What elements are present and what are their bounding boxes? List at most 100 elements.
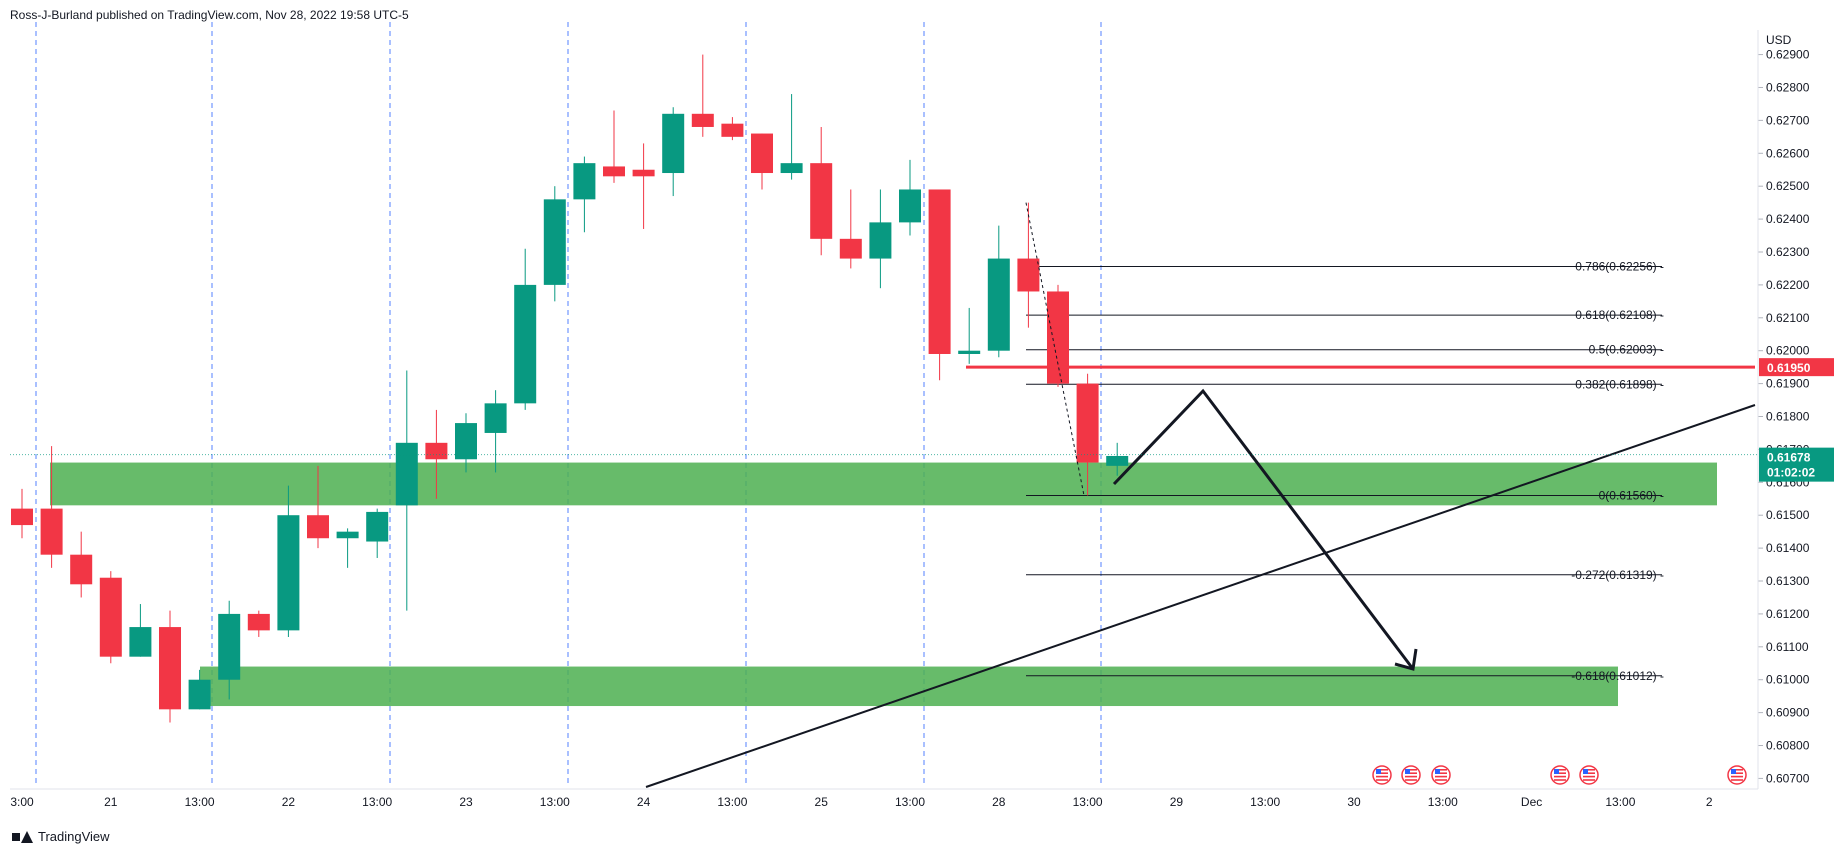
x-tick-label: 2 xyxy=(1706,795,1713,809)
y-tick-label: 0.60700 xyxy=(1766,771,1810,785)
projection-path xyxy=(1112,388,1415,670)
candle-body xyxy=(899,189,921,223)
y-tick-label: 0.61400 xyxy=(1766,541,1810,555)
us-flag-event-icon[interactable] xyxy=(1372,765,1392,785)
us-flag-event-icon[interactable] xyxy=(1579,765,1599,785)
y-tick-label: 0.60900 xyxy=(1766,706,1810,720)
support-zones xyxy=(50,462,1717,707)
fibonacci-levels: 0.786(0.62256) - 0.618(0.62108) - 0.5(0.62… xyxy=(1026,259,1664,683)
us-flag-event-icon[interactable] xyxy=(1727,765,1747,785)
fib-level-label: -0.618(0.61012) - xyxy=(1571,669,1664,683)
x-tick-label: 28 xyxy=(992,795,1006,809)
candle-body xyxy=(307,515,329,539)
y-tick-label: 0.62400 xyxy=(1766,212,1810,226)
level-price-label: 0.61950 xyxy=(1767,361,1811,375)
y-tick-label: 0.62500 xyxy=(1766,179,1810,193)
x-tick-label: 13:00 xyxy=(540,795,570,809)
y-tick-label: 0.61000 xyxy=(1766,673,1810,687)
y-tick-label: 0.61300 xyxy=(1766,574,1810,588)
candle-body xyxy=(958,350,981,354)
candle-body xyxy=(1076,383,1099,463)
candle-body xyxy=(810,163,833,239)
session-separators xyxy=(35,22,1102,785)
support-zone xyxy=(50,462,1717,506)
candle-body xyxy=(721,123,744,137)
x-tick-label: 13:00 xyxy=(1605,795,1635,809)
fib-level-label: 0.382(0.61898) - xyxy=(1575,377,1664,391)
x-tick-label: 13:00 xyxy=(1073,795,1103,809)
x-tick-label: 13:00 xyxy=(717,795,747,809)
candle-body xyxy=(455,423,477,460)
candle-body xyxy=(277,515,300,631)
x-tick-label: 13:00 xyxy=(362,795,392,809)
x-tick-label: 13:00 xyxy=(185,795,215,809)
footer: TradingView xyxy=(12,829,110,844)
candle-body xyxy=(218,613,241,680)
x-tick-label: 13:00 xyxy=(1250,795,1280,809)
projection-arrowhead xyxy=(1394,648,1418,671)
level-price-marker xyxy=(1759,358,1834,377)
y-tick-label: 0.61100 xyxy=(1766,640,1809,654)
tradingview-logo-icon xyxy=(12,830,33,843)
candle-body xyxy=(928,189,951,354)
candle-body xyxy=(869,222,892,259)
fib-anchor-line xyxy=(1025,202,1085,496)
fib-level-label: 0.5(0.62003) - xyxy=(1589,343,1664,357)
candle-body xyxy=(159,627,181,710)
us-flag-event-icon[interactable] xyxy=(1431,765,1451,785)
candle-body xyxy=(99,577,122,657)
candle-body xyxy=(188,679,211,710)
y-tick-label: 0.62300 xyxy=(1766,245,1810,259)
candle-body xyxy=(395,442,418,506)
last-price-marker xyxy=(1759,447,1834,482)
candle-body xyxy=(336,531,359,539)
candle-body xyxy=(662,113,685,174)
x-tick-label: 3:00 xyxy=(10,795,34,809)
x-tick-label: 25 xyxy=(815,795,829,809)
candle-body xyxy=(1047,291,1069,384)
candle-body xyxy=(632,169,655,177)
candle-body xyxy=(839,238,862,259)
time-axis: 3:00 21 13:00 22 13:00 23 13:00 24 13:00 25 13:00 2… xyxy=(10,30,1759,809)
x-tick-label: 22 xyxy=(282,795,296,809)
economic-events xyxy=(1372,765,1747,785)
fib-level-label: 0.618(0.62108) - xyxy=(1575,308,1664,322)
candle-body xyxy=(543,199,566,285)
y-tick-label: 0.62800 xyxy=(1766,80,1810,94)
candle-body xyxy=(247,613,270,631)
x-tick-label: 23 xyxy=(459,795,473,809)
candle-body xyxy=(603,166,625,177)
y-tick-label: 0.61800 xyxy=(1766,410,1810,424)
y-tick-label: 0.61500 xyxy=(1766,508,1810,522)
candle-body xyxy=(11,508,33,526)
x-tick-label: Dec xyxy=(1521,795,1542,809)
us-flag-event-icon[interactable] xyxy=(1550,765,1570,785)
fib-level-label: 0(0.61560) - xyxy=(1599,488,1664,502)
support-zone xyxy=(200,666,1618,707)
y-tick-label: 0.61200 xyxy=(1766,607,1810,621)
y-tick-label: 0.61900 xyxy=(1766,377,1810,391)
x-tick-label: 13:00 xyxy=(895,795,925,809)
trend-line xyxy=(645,404,1756,788)
candlesticks xyxy=(11,54,1129,723)
candle-body xyxy=(573,163,596,200)
y-tick-label: 0.62000 xyxy=(1766,344,1810,358)
fib-level-label: -0.272(0.61319) - xyxy=(1571,568,1664,582)
drawings xyxy=(645,202,1756,788)
candle-body xyxy=(1106,455,1129,466)
candle-body xyxy=(366,511,389,542)
footer-brand: TradingView xyxy=(38,829,110,844)
candle-body xyxy=(691,113,714,127)
y-tick-label: 0.60800 xyxy=(1766,739,1810,753)
y-tick-label: 0.62100 xyxy=(1766,311,1810,325)
countdown-label: 01:02:02 xyxy=(1767,466,1815,480)
us-flag-event-icon[interactable] xyxy=(1401,765,1421,785)
axis-currency: USD xyxy=(1766,33,1792,47)
candle-body xyxy=(1017,258,1040,292)
candle-body xyxy=(70,554,93,585)
last-price-label: 0.61678 xyxy=(1767,451,1811,465)
publish-info: Ross-J-Burland published on TradingView.… xyxy=(10,8,409,22)
x-tick-label: 13:00 xyxy=(1428,795,1458,809)
